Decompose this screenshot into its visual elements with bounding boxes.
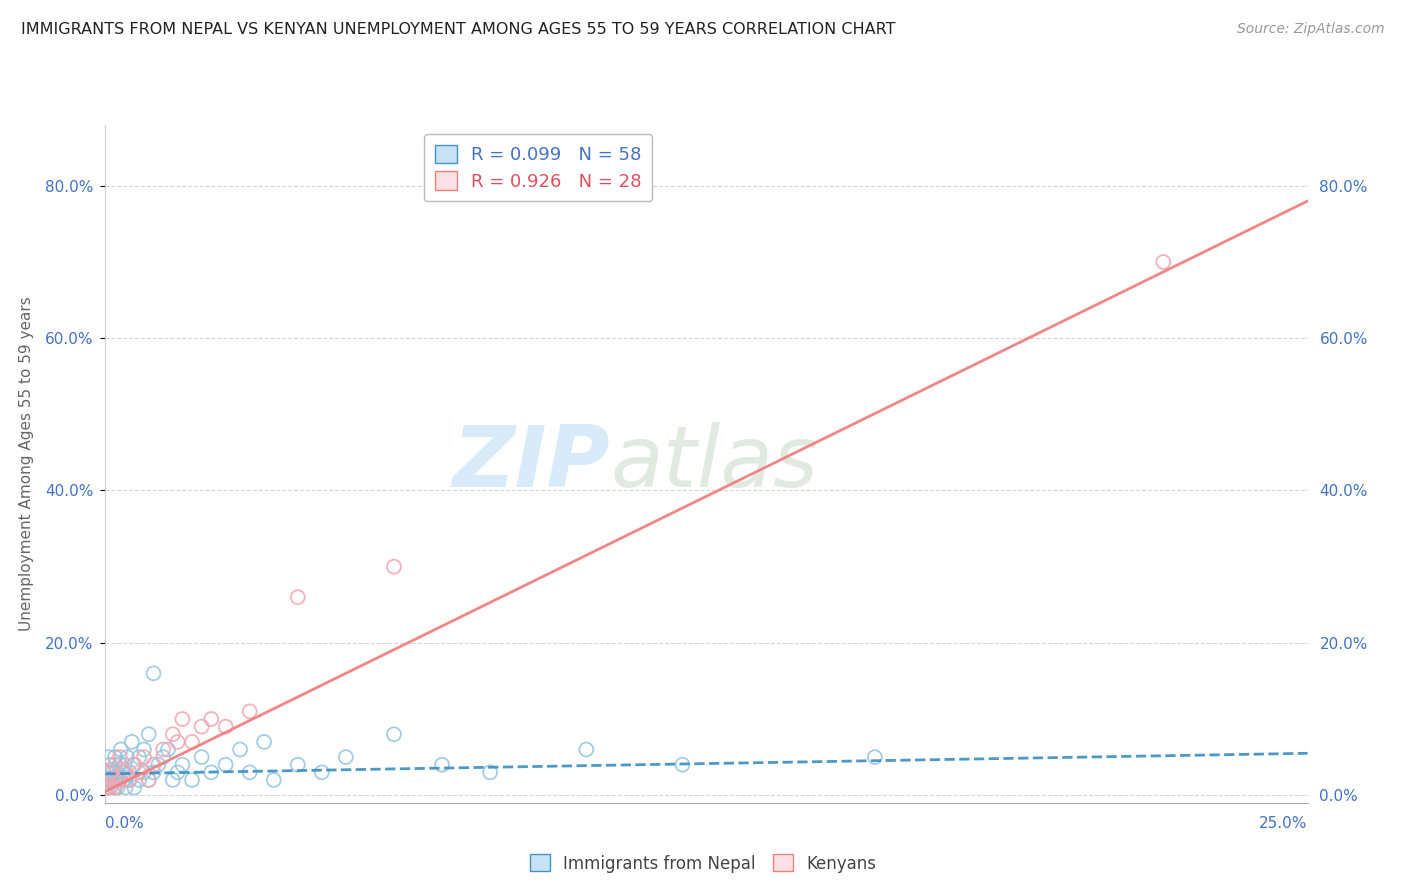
Point [162, 772, 184, 787]
Point [138, 772, 160, 787]
Point [142, 757, 165, 772]
Text: IMMIGRANTS FROM NEPAL VS KENYAN UNEMPLOYMENT AMONG AGES 55 TO 59 YEARS CORRELATI: IMMIGRANTS FROM NEPAL VS KENYAN UNEMPLOY… [21, 22, 896, 37]
Point [101, 765, 124, 780]
Point [166, 735, 188, 749]
Point [97, 772, 120, 787]
Point [148, 757, 170, 772]
Point [166, 765, 188, 780]
Point [114, 772, 136, 787]
Point [162, 727, 184, 741]
Point [287, 757, 309, 772]
Point [97, 750, 120, 764]
Point [124, 757, 146, 772]
Text: Source: ZipAtlas.com: Source: ZipAtlas.com [1237, 22, 1385, 37]
Point [382, 727, 405, 741]
Text: 25.0%: 25.0% [1260, 816, 1308, 831]
Point [108, 772, 131, 787]
Point [124, 757, 146, 772]
Legend: R = 0.099   N = 58, R = 0.926   N = 28: R = 0.099 N = 58, R = 0.926 N = 28 [425, 134, 652, 202]
Point [114, 757, 136, 772]
Point [142, 765, 165, 780]
Point [128, 772, 150, 787]
Point [156, 742, 179, 756]
Point [98, 780, 121, 795]
Point [200, 765, 222, 780]
Point [190, 720, 212, 734]
Point [108, 772, 131, 787]
Point [98, 765, 121, 780]
Point [111, 765, 134, 780]
Point [181, 735, 204, 749]
Point [96, 772, 118, 787]
Point [382, 559, 405, 574]
Point [152, 742, 174, 756]
Point [118, 765, 141, 780]
Point [172, 757, 194, 772]
Point [108, 750, 131, 764]
Text: atlas: atlas [610, 422, 818, 506]
Point [132, 750, 155, 764]
Point [214, 720, 236, 734]
Point [172, 712, 194, 726]
Point [104, 772, 127, 787]
Point [98, 772, 121, 787]
Point [124, 780, 146, 795]
Point [263, 772, 285, 787]
Point [98, 780, 121, 795]
Point [138, 727, 160, 741]
Point [229, 742, 252, 756]
Point [575, 742, 598, 756]
Point [142, 666, 165, 681]
Point [121, 735, 143, 749]
Point [101, 772, 124, 787]
Point [311, 765, 333, 780]
Point [107, 780, 129, 795]
Point [190, 750, 212, 764]
Point [430, 757, 453, 772]
Point [97, 780, 120, 795]
Point [115, 750, 138, 764]
Point [118, 772, 141, 787]
Point [253, 735, 276, 749]
Point [100, 772, 122, 787]
Point [110, 742, 132, 756]
Point [132, 742, 155, 756]
Point [239, 705, 262, 719]
Point [96, 780, 118, 795]
Point [118, 772, 141, 787]
Point [287, 590, 309, 604]
Point [214, 757, 236, 772]
Point [114, 765, 136, 780]
Point [138, 772, 160, 787]
Point [128, 750, 150, 764]
Point [239, 765, 262, 780]
Point [671, 757, 693, 772]
Point [1152, 255, 1174, 269]
Point [152, 750, 174, 764]
Point [132, 765, 155, 780]
Point [335, 750, 357, 764]
Point [105, 765, 128, 780]
Y-axis label: Unemployment Among Ages 55 to 59 years: Unemployment Among Ages 55 to 59 years [20, 296, 34, 632]
Point [128, 765, 150, 780]
Legend: Immigrants from Nepal, Kenyans: Immigrants from Nepal, Kenyans [523, 847, 883, 880]
Text: ZIP: ZIP [453, 422, 610, 506]
Point [104, 750, 127, 764]
Point [104, 780, 127, 795]
Point [114, 780, 136, 795]
Point [96, 765, 118, 780]
Point [103, 780, 125, 795]
Point [108, 757, 131, 772]
Text: 0.0%: 0.0% [105, 816, 145, 831]
Point [104, 757, 127, 772]
Point [863, 750, 886, 764]
Point [200, 712, 222, 726]
Point [479, 765, 502, 780]
Point [181, 772, 204, 787]
Point [98, 757, 121, 772]
